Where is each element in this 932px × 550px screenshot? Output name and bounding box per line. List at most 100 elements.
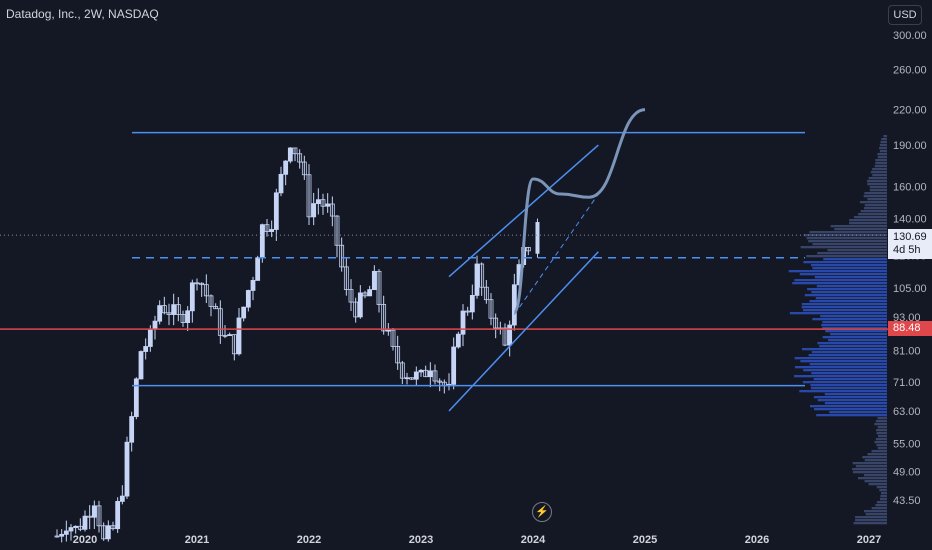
volume-profile-bar — [864, 207, 887, 210]
volume-profile-bar — [868, 177, 887, 180]
volume-profile-bar — [853, 522, 887, 525]
candle-body — [385, 329, 391, 332]
volume-profile-bar — [862, 456, 887, 459]
candle-body — [101, 525, 107, 540]
volume-profile-bar — [827, 249, 887, 252]
volume-profile-bar — [815, 297, 887, 300]
volume-profile-bar — [811, 291, 887, 294]
candle-body — [68, 527, 74, 532]
candle-body — [493, 317, 499, 329]
candle-body — [250, 280, 256, 291]
volume-profile-bar — [794, 279, 887, 282]
volume-profile-bar — [830, 225, 887, 228]
candle-body — [157, 305, 163, 322]
candle-body — [395, 345, 401, 364]
volume-profile-bar — [876, 444, 887, 447]
price-tick-label: 49.00 — [893, 467, 921, 479]
volume-profile-bar — [865, 513, 887, 516]
candle-body — [147, 328, 153, 347]
volume-profile-bar — [855, 519, 887, 522]
candle-body — [479, 263, 485, 288]
candle-body — [418, 369, 424, 373]
volume-profile-bar — [801, 303, 887, 306]
candle-body — [465, 310, 471, 313]
candle-body — [381, 304, 387, 332]
candle-body — [213, 306, 219, 310]
price-tick-label: 160.00 — [893, 181, 927, 193]
candle-body — [315, 199, 321, 204]
candle-body — [306, 174, 312, 218]
volume-profile-bar — [857, 477, 887, 480]
drawings — [0, 108, 888, 412]
volume-profile-bar — [858, 213, 887, 216]
candle-body — [203, 284, 209, 297]
volume-profile-bar — [876, 486, 887, 489]
time-axis: 2020 2021 2022 2023 2024 2025 2026 2027 — [73, 534, 881, 546]
candle-body — [511, 284, 517, 326]
volume-profile-bar — [829, 411, 887, 414]
candle-body — [488, 299, 494, 319]
candle-body — [264, 224, 270, 232]
candle-body — [455, 333, 461, 348]
price-tick-label: 140.00 — [893, 214, 927, 226]
volume-profile-bar — [789, 312, 887, 315]
candle-body — [413, 371, 419, 380]
volume-profile-bar — [817, 399, 887, 402]
currency-button[interactable]: USD — [888, 5, 922, 25]
volume-profile-bar — [822, 327, 887, 330]
candle-body — [357, 292, 363, 318]
volume-profile-bar — [871, 507, 887, 510]
volume-profile-bar — [875, 159, 887, 162]
time-tick-label: 2024 — [521, 534, 546, 546]
time-tick-label: 2022 — [297, 534, 321, 546]
volume-profile-bar — [816, 414, 887, 417]
volume-profile-bar — [830, 333, 887, 336]
candle-body — [222, 334, 228, 337]
volume-profile-bar — [863, 474, 887, 477]
volume-profile-bar — [879, 147, 887, 150]
candle-body — [507, 324, 513, 346]
candle-body — [119, 495, 125, 502]
volume-profile-bar — [811, 264, 887, 267]
volume-profile-bar — [876, 501, 887, 504]
volume-profile-bar — [802, 309, 887, 312]
bar-countdown: 4d 5h — [893, 244, 921, 256]
volume-profile-bar — [824, 393, 887, 396]
volume-profile-bar — [794, 366, 887, 369]
volume-profile-bar — [820, 315, 887, 318]
volume-profile-bar — [813, 378, 887, 381]
volume-profile-bar — [849, 219, 887, 222]
price-tick-label: 105.00 — [893, 283, 927, 295]
candle-body — [59, 533, 65, 537]
volume-profile-bar — [867, 453, 887, 456]
price-tick-label: 63.00 — [893, 406, 921, 418]
volume-profile-bar — [880, 492, 887, 495]
volume-profile-bar — [879, 150, 887, 153]
flash-icon[interactable]: ⚡ — [532, 502, 552, 522]
volume-profile-bar — [869, 189, 887, 192]
volume-profile-bar — [819, 345, 887, 348]
volume-profile-bar — [817, 252, 887, 255]
volume-profile-bar — [802, 381, 887, 384]
price-axis: 300.00260.00220.00190.00160.00140.00120.… — [893, 30, 927, 507]
volume-profile-bar — [855, 465, 887, 468]
volume-profile-bar — [834, 228, 887, 231]
candle-body — [82, 515, 88, 530]
candle-body — [91, 505, 97, 518]
candle-body — [171, 304, 177, 315]
candle-body — [329, 203, 335, 217]
candle-body — [362, 292, 368, 297]
volume-profile-bar — [860, 210, 887, 213]
candle-body — [185, 310, 191, 323]
candle-body — [535, 222, 540, 254]
volume-profile-bar — [868, 483, 887, 486]
volume-profile-bar — [864, 192, 887, 195]
candle-body — [73, 525, 79, 528]
volume-profile-bar — [799, 390, 887, 393]
volume-profile-bar — [800, 246, 887, 249]
candle-body — [404, 377, 410, 380]
volume-profile-bar — [809, 300, 887, 303]
volume-profile-bar — [880, 495, 887, 498]
volume-profile-bar — [828, 339, 887, 342]
